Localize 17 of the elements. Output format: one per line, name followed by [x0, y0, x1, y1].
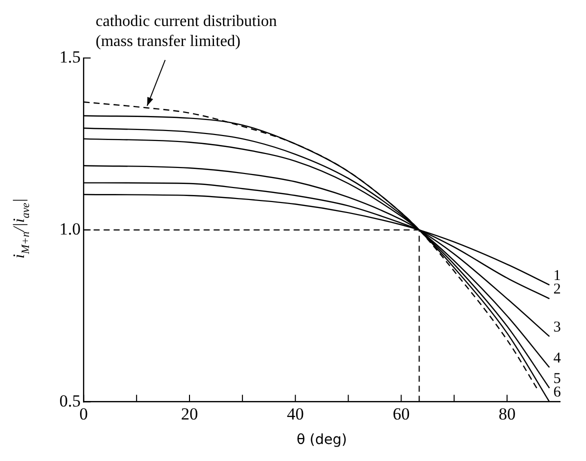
x-tick-label: 60 — [392, 404, 410, 424]
x-tick-label: 20 — [181, 404, 198, 424]
x-axis-title: θ (deg) — [296, 432, 347, 448]
y-tick-label: 1.0 — [59, 219, 81, 238]
y-tick-label: 1.5 — [59, 47, 81, 66]
series-label: 4 — [553, 350, 562, 366]
annotation: cathodic current distribution (mass transfer limited) — [96, 13, 277, 50]
x-tick-label: 80 — [498, 404, 516, 424]
x-tick-label: 0 — [79, 404, 88, 424]
y-axis-title: iM+n/|iave| — [11, 198, 32, 258]
x-tick-label: 40 — [286, 404, 304, 424]
series-label: 3 — [553, 319, 561, 336]
series-label: 6 — [553, 384, 562, 401]
series-label: 2 — [553, 282, 561, 298]
y-tick-label: 0.5 — [59, 391, 81, 410]
series-label: 5 — [553, 370, 561, 387]
series-label: 1 — [553, 268, 561, 284]
